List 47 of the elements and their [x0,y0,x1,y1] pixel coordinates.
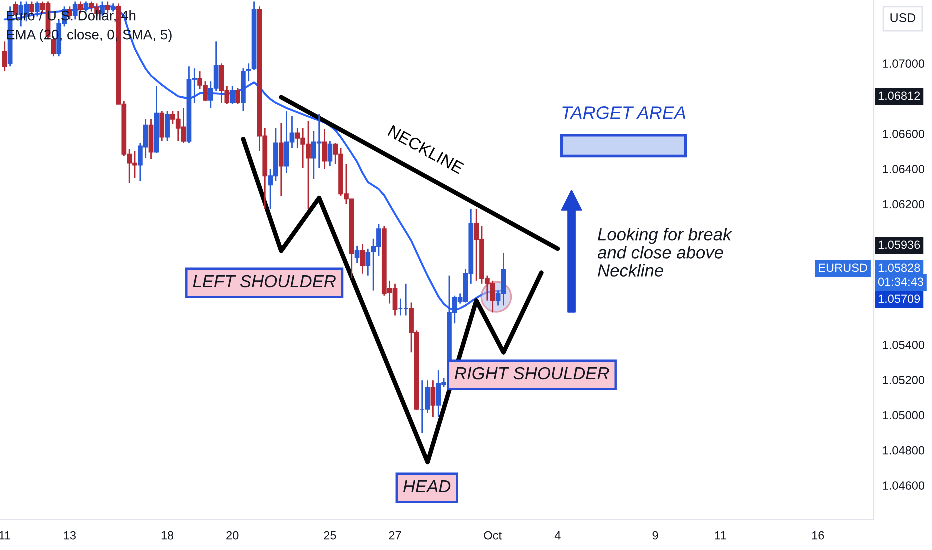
y-tick-label: 1.07000 [883,60,925,68]
y-tick-label: 1.05000 [883,411,925,420]
x-tick-label: 20 [226,531,239,540]
candlestick [430,380,436,418]
text: 1.06812 [878,92,920,100]
y-tick-label: 1.04800 [883,446,925,455]
annotation: Looking for break and close above Neckline [598,228,732,277]
x-tick-label: 9 [652,531,658,540]
candlestick [84,1,89,12]
candlestick [160,110,165,142]
candlestick [354,245,360,264]
band-label: TARGET AREA [562,106,686,120]
candlestick [278,122,284,197]
y-axis-title: USD [890,14,916,22]
candlestick [230,86,236,106]
x-tick-label: 11 [0,532,10,540]
candlestick [236,88,240,106]
annotation: HEAD [404,480,451,492]
y-tick-label: 1.05200 [883,376,925,384]
x-tick-label: 11 [715,532,726,540]
candlestick [366,248,371,277]
y-tick-label: 1.04600 [883,482,925,490]
y-tick-label: 1.05400 [883,340,925,350]
x-tick-label: 16 [812,531,824,540]
text: 1.05828 [878,264,920,272]
candlestick [246,62,252,82]
x-tick-label: 25 [324,531,336,540]
x-tick-label: Oct [484,531,502,540]
candlestick [2,40,8,72]
candlestick [360,243,366,275]
candlestick [322,128,328,170]
y-tick-label: 1.06400 [883,165,925,174]
candlestick [165,110,170,142]
annotation: LEFT SHOULDER [193,275,336,288]
x-tick-label: 27 [389,531,402,540]
candlestick [328,140,333,167]
x-tick-label: 18 [162,531,174,540]
x-tick-label: 4 [554,532,561,540]
text: 01:34:43 [878,278,924,286]
x-tick-label: 13 [64,531,76,540]
text: 1.05936 [878,240,920,250]
y-tick-label: 1.06200 [883,200,925,209]
y-tick-label: 1.06600 [883,130,925,138]
annotation: RIGHT SHOULDER [455,367,610,380]
text: 1.05709 [878,294,920,304]
annotation: EURUSD [819,264,868,272]
candlestick [72,1,78,20]
